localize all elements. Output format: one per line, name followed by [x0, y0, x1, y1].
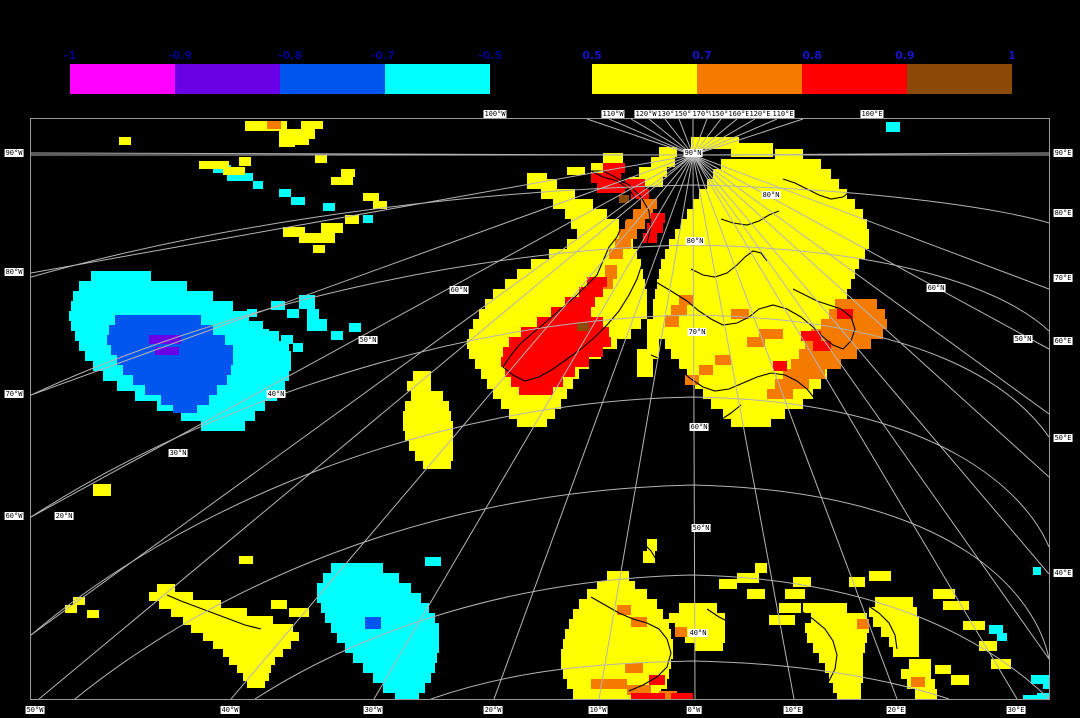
latitude-label-0: 90°N [683, 149, 703, 157]
negative-colorbar-segment-1 [175, 64, 280, 94]
map-canvas [31, 119, 1049, 699]
positive-colorbar-tick-1: 0.7 [692, 49, 712, 62]
longitude-label-top-3: 130°W [656, 110, 680, 118]
longitude-label-left-1: 80°W [4, 268, 24, 276]
longitude-label-left-0: 90°W [4, 149, 24, 157]
negative-colorbar-ticks: -1 -0.9 -0.8 -0.7 -0.5 [64, 48, 502, 64]
latitude-label-6: 40°N [688, 629, 708, 637]
longitude-label-right-5: 40°E [1053, 569, 1073, 577]
latitude-label-7: 60°N [449, 286, 469, 294]
graticule [31, 119, 1049, 699]
latitude-label-3: 70°N [687, 328, 707, 336]
longitude-label-right-0: 90°E [1053, 149, 1073, 157]
longitude-label-bottom-0: 50°W [25, 706, 45, 714]
positive-colorbar-segment-3 [907, 64, 1012, 94]
longitude-label-top-10: 100°E [860, 110, 884, 118]
longitude-label-top-5: 170°W [691, 110, 715, 118]
longitude-label-bottom-8: 30°E [1006, 706, 1026, 714]
longitude-label-left-2: 70°W [4, 390, 24, 398]
longitude-label-right-1: 80°E [1053, 209, 1073, 217]
positive-colorbar-ticks: 0.5 0.7 0.8 0.9 1 [582, 48, 1016, 64]
longitude-label-right-2: 70°E [1053, 274, 1073, 282]
negative-colorbar-tick-3: -0.7 [370, 49, 395, 62]
negative-colorbar-segment-2 [280, 64, 385, 94]
positive-colorbar-tick-4: 1 [1008, 49, 1016, 62]
longitude-label-right-3: 60°E [1053, 337, 1073, 345]
longitude-label-top-9: 110°E [771, 110, 795, 118]
latitude-label-4: 60°N [689, 423, 709, 431]
longitude-label-bottom-2: 30°W [363, 706, 383, 714]
longitude-label-right-4: 50°E [1053, 434, 1073, 442]
longitude-label-bottom-3: 20°W [483, 706, 503, 714]
positive-colorbar-tick-3: 0.9 [895, 49, 915, 62]
longitude-label-top-7: 160°E [727, 110, 751, 118]
negative-colorbar-segment-0 [70, 64, 175, 94]
polar-stereographic-map[interactable]: 90°N 80°N 80°N 70°N 60°N 50°N 40°N 60°N 50°N 40°N… [30, 118, 1050, 700]
longitude-label-bottom-1: 40°W [220, 706, 240, 714]
latitude-label-11: 20°N [54, 512, 74, 520]
positive-colorbar-segment-0 [592, 64, 697, 94]
longitude-label-left-3: 60°W [4, 512, 24, 520]
longitude-label-top-6: 150°E [710, 110, 734, 118]
latitude-label-1: 80°N [761, 191, 781, 199]
negative-colorbar [70, 64, 490, 94]
longitude-label-top-2: 120°W [634, 110, 658, 118]
longitude-label-bottom-6: 10°E [783, 706, 803, 714]
negative-colorbar-segment-3 [385, 64, 490, 94]
latitude-label-9: 40°N [266, 390, 286, 398]
latitude-label-12: 60°N [926, 284, 946, 292]
negative-colorbar-tick-1: -0.9 [168, 49, 193, 62]
longitude-label-top-4: 150°W [673, 110, 697, 118]
negative-colorbar-tick-2: -0.8 [278, 49, 303, 62]
positive-colorbar [592, 64, 1012, 94]
latitude-label-8: 50°N [358, 336, 378, 344]
longitude-label-bottom-5: 0°W [686, 706, 702, 714]
longitude-label-bottom-7: 20°E [886, 706, 906, 714]
latitude-label-2: 80°N [685, 237, 705, 245]
negative-colorbar-tick-0: -1 [63, 49, 77, 62]
longitude-label-bottom-4: 10°W [588, 706, 608, 714]
negative-colorbar-tick-4: -0.5 [477, 49, 503, 62]
positive-colorbar-tick-2: 0.8 [802, 49, 822, 62]
longitude-label-top-1: 110°W [601, 110, 625, 118]
latitude-label-5: 50°N [691, 524, 711, 532]
coastlines [166, 170, 898, 692]
positive-colorbar-tick-0: 0.5 [582, 49, 602, 62]
patch-group-brown [577, 195, 629, 331]
positive-colorbar-segment-2 [802, 64, 907, 94]
longitude-label-top-0: 100°W [483, 110, 507, 118]
positive-colorbar-segment-1 [697, 64, 802, 94]
latitude-label-13: 50°N [1013, 335, 1033, 343]
patch-group-violet [149, 335, 181, 355]
correlation-field [65, 121, 1049, 699]
longitude-label-top-8: 120°E [748, 110, 772, 118]
latitude-label-10: 30°N [168, 449, 188, 457]
